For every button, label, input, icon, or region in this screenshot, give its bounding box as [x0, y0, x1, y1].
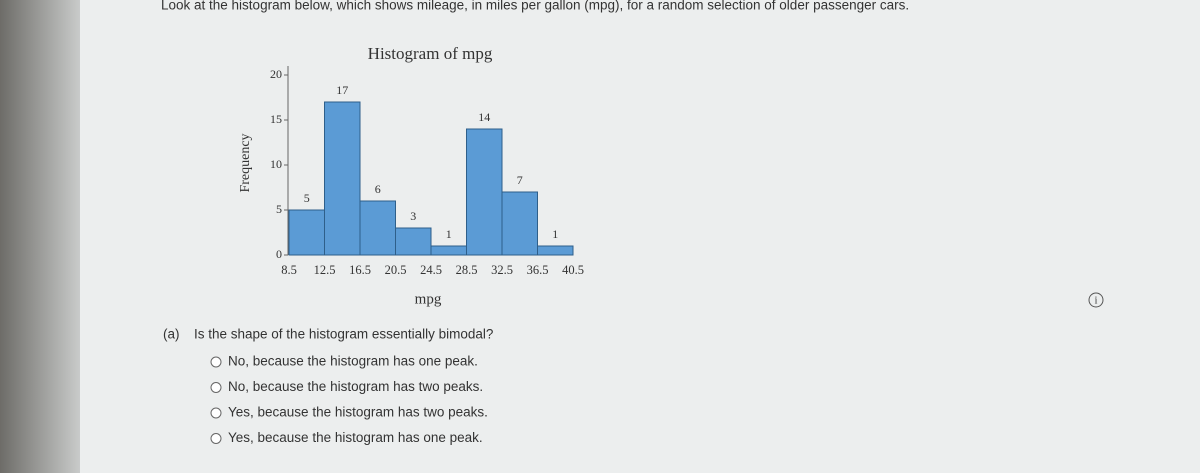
chart-title: Histogram of mpg — [368, 44, 493, 63]
option-text[interactable]: Yes, because the histogram has one peak. — [228, 430, 483, 445]
x-tick-label: 32.5 — [491, 263, 513, 277]
x-tick-label: 36.5 — [527, 263, 549, 277]
info-circle[interactable] — [1088, 292, 1104, 308]
data-label: 6 — [375, 182, 381, 196]
x-tick-label: 40.5 — [562, 263, 584, 277]
y-tick-label: 10 — [270, 157, 282, 171]
option-text[interactable]: No, because the histogram has one peak. — [228, 354, 478, 369]
data-label: 7 — [517, 173, 523, 187]
x-tick-label: 12.5 — [314, 263, 336, 277]
info-glyph[interactable]: i — [1095, 295, 1098, 306]
bar — [537, 245, 574, 256]
prompt: Look at the histogram below, which shows… — [161, 0, 909, 13]
radio-button[interactable] — [210, 433, 222, 444]
screen-edge — [0, 0, 80, 473]
x-tick-label: 28.5 — [456, 263, 478, 277]
info-icon[interactable]: i — [1088, 292, 1104, 308]
x-tick-label: 16.5 — [349, 263, 371, 277]
bar — [466, 128, 503, 256]
y-tick-label: 15 — [270, 112, 282, 126]
radio-button[interactable] — [210, 407, 222, 419]
bar — [501, 191, 538, 256]
bar — [430, 245, 467, 256]
option-text[interactable]: Yes, because the histogram has two peaks… — [228, 405, 488, 420]
data-label: 17 — [336, 83, 348, 97]
x-tick-label: 24.5 — [420, 263, 442, 277]
y-axis-label: Frequency — [238, 133, 253, 192]
y-tick-label: 20 — [270, 67, 282, 81]
bar — [395, 227, 432, 256]
bar — [324, 101, 361, 256]
x-axis-label: mpg — [415, 291, 442, 307]
option-text[interactable]: No, because the histogram has two peaks. — [228, 379, 483, 394]
data-label: 1 — [552, 227, 558, 241]
radio-button[interactable] — [210, 356, 222, 368]
data-label: 5 — [304, 191, 310, 205]
x-tick-label: 8.5 — [281, 263, 297, 277]
x-tick-label: 20.5 — [385, 263, 407, 277]
bar — [288, 209, 325, 256]
data-label: 1 — [446, 227, 452, 241]
data-label: 14 — [478, 110, 490, 124]
data-label: 3 — [410, 209, 416, 223]
y-tick-label: 5 — [276, 202, 282, 216]
bar — [359, 200, 396, 256]
question-label: (a) — [163, 327, 180, 342]
y-tick-label: 0 — [276, 247, 282, 261]
radio-button[interactable] — [210, 382, 222, 393]
question-text: Is the shape of the histogram essentiall… — [194, 327, 493, 342]
